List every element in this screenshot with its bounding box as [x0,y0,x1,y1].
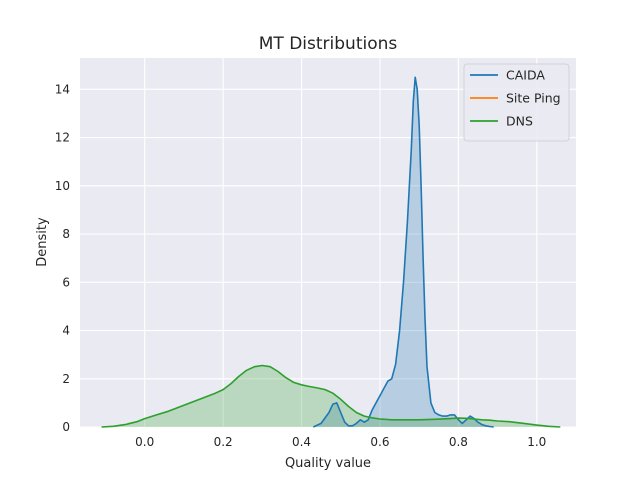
legend-label: DNS [506,114,533,129]
x-tick-label: 0.8 [449,435,468,449]
legend-label: CAIDA [506,68,545,83]
x-axis-ticks: 0.0 0.2 0.4 0.6 0.8 1.0 [135,435,546,449]
caida-fill [313,77,494,428]
legend: CAIDA Site Ping DNS [463,63,570,142]
density-fills [101,77,561,428]
legend-label: Site Ping [506,91,561,106]
y-tick-label: 12 [55,131,70,145]
x-tick-label: 0.6 [370,435,389,449]
y-tick-label: 8 [62,227,70,241]
x-tick-label: 1.0 [527,435,546,449]
gridlines [80,58,576,428]
density-lines [101,76,561,428]
y-tick-label: 14 [55,82,70,96]
y-tick-label: 2 [62,372,70,386]
x-tick-label: 0.0 [135,435,154,449]
dns-fill [101,365,561,427]
y-tick-label: 0 [62,420,70,434]
y-axis-label: Density [35,217,50,267]
y-tick-label: 6 [62,275,70,289]
x-axis-label: Quality value [285,456,371,471]
y-axis-ticks: 0 2 4 6 8 10 12 14 [55,82,70,434]
dns-line [101,364,561,428]
chart-title: MT Distributions [259,34,398,54]
y-tick-label: 4 [62,324,70,338]
y-tick-label: 10 [55,179,70,193]
x-tick-label: 0.2 [214,435,233,449]
x-tick-label: 0.4 [292,435,311,449]
caida-line [312,76,494,428]
